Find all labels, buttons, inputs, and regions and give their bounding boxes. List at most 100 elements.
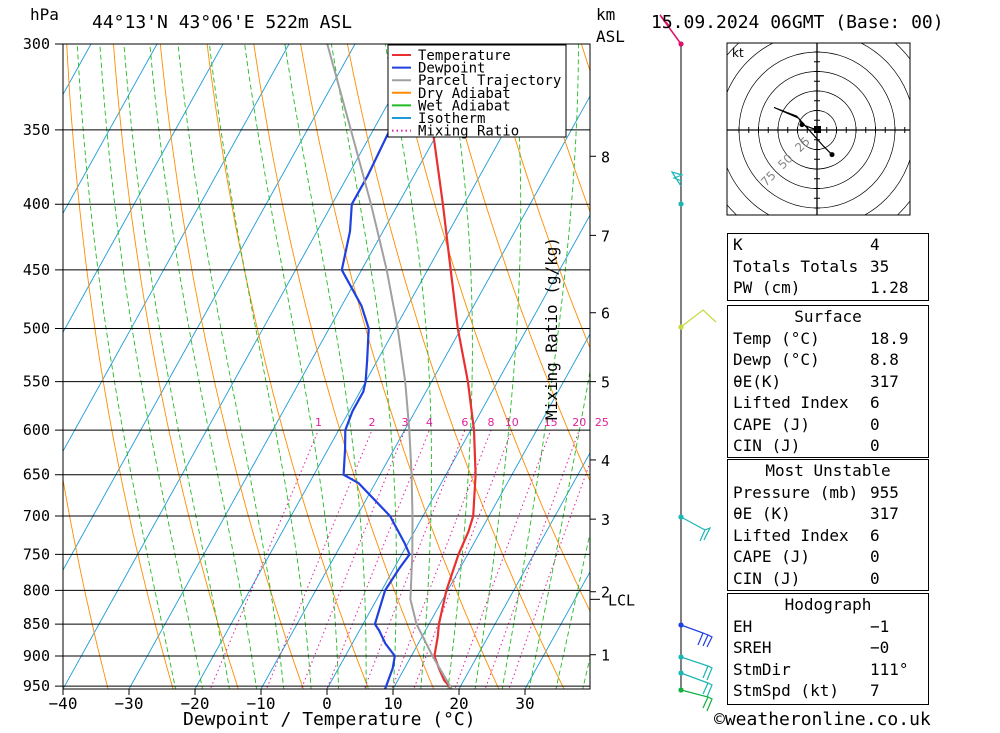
wind-barb-profile	[659, 14, 717, 712]
surface-row: CIN (J) 0	[733, 436, 880, 455]
hodograph-table-title: Hodograph	[784, 595, 872, 614]
legend-box	[387, 44, 567, 138]
mixing-ratio-label: 2	[368, 416, 375, 429]
surface-row: Temp (°C) 18.9	[733, 328, 909, 348]
wind-barb	[680, 516, 712, 542]
pressure-tick-label: 500	[23, 320, 50, 338]
dry-adiabat-line	[63, 477, 109, 689]
wet-adiabat-line	[446, 44, 473, 689]
pressure-tick-label: 550	[23, 373, 50, 391]
pressure-tick-label: 300	[23, 35, 50, 53]
legend-entry-label: Wet Adiabat	[418, 98, 511, 114]
isotherm-line	[458, 452, 590, 689]
wet-adiabat-line	[501, 44, 579, 689]
surface-row: Dewp (°C) 8.8	[733, 350, 899, 369]
hodograph-storm-motion	[814, 126, 821, 133]
mixing-ratio-label: 10	[505, 416, 519, 429]
temperature-tick-label: 20	[449, 694, 468, 713]
legend-entry-label: Isotherm	[418, 111, 485, 127]
dry-adiabat-line	[946, 25, 1000, 692]
temperature-tick-label: −30	[115, 694, 144, 713]
forecast-datetime: 15.09.2024 06GMT (Base: 00)	[651, 12, 944, 33]
isotherm-line	[63, 44, 224, 334]
km-tick-label: 1	[601, 647, 610, 665]
wet-adiabat-line	[528, 369, 590, 689]
isotherm-line	[524, 570, 590, 689]
mixing-ratio-label: 6	[461, 416, 468, 429]
wind-barb	[680, 624, 713, 648]
dewpoint-line	[340, 44, 411, 689]
km-tick-label: 2	[601, 584, 610, 602]
dry-adiabat-line	[66, 44, 174, 689]
most-unstable-row: Lifted Index 6	[733, 525, 880, 545]
wet-adiabat-line	[330, 44, 397, 689]
temperature-tick-label: −40	[49, 694, 78, 713]
hodograph-point	[799, 122, 805, 128]
mixing-ratio-line	[209, 429, 319, 689]
temperature-tick-label: −10	[247, 694, 276, 713]
wind-barb	[659, 14, 682, 45]
mixing-ratio-labels: 1 2 3 4 6 8 10 15 20 25	[315, 416, 609, 429]
most-unstable-row: CAPE (J) 0	[733, 547, 880, 566]
wet-adiabat-line	[99, 44, 203, 689]
hodograph-area	[727, 43, 910, 215]
hodograph-table: Hodograph EH −1 SREH −0 StmDir 111° StmSpd …	[727, 593, 929, 705]
isotherm-line	[63, 44, 422, 689]
mixing-ratio-line	[265, 429, 373, 689]
surface-table: Surface Temp (°C) 18.9 Dewp (°C) 8.8 θE(K)…	[727, 305, 929, 458]
pressure-tick-label: 750	[23, 545, 50, 563]
copyright-icon: ©	[714, 709, 725, 730]
dry-adiabat-line	[113, 44, 239, 689]
pressure-tick-label: 850	[23, 615, 50, 633]
wet-adiabat-line	[123, 44, 230, 689]
temperature-tick-label: 10	[383, 694, 402, 713]
mixing-ratio-line	[484, 429, 580, 689]
most-unstable-row: CIN (J) 0	[733, 568, 880, 588]
wind-barb	[680, 309, 717, 328]
isotherm-line	[63, 44, 158, 215]
asl-label: ASL	[596, 27, 625, 46]
most-unstable-row: θE (K) 317	[733, 504, 899, 523]
hodograph-row: SREH −0	[733, 638, 890, 657]
km-tick-label: 6	[601, 305, 610, 323]
legend-entry-label: Temperature	[418, 48, 511, 64]
pressure-tick-label: 600	[23, 421, 50, 439]
wind-barb	[680, 689, 713, 712]
wind-level-dot	[678, 201, 684, 207]
footer-credit[interactable]: ©weatheronline.co.uk	[714, 709, 931, 730]
most-unstable-title: Most Unstable	[765, 461, 891, 480]
x-axis-title: Dewpoint / Temperature (°C)	[183, 709, 476, 730]
mixing-ratio-label: 15	[544, 416, 558, 429]
lcl-label: LCL	[608, 591, 635, 609]
height-km-axis: 1 2 3 4 5 6 7 8 LCL	[590, 148, 635, 665]
isotherm-line	[326, 214, 590, 689]
wet-adiabat-line	[149, 44, 257, 689]
most-unstable-row: Pressure (mb) 955	[733, 482, 899, 502]
dry-adiabat-line	[300, 44, 500, 689]
mixing-ratio-label: 8	[487, 416, 494, 429]
dry-adiabat-line	[440, 44, 590, 482]
legend-entry-label: Parcel Trajectory	[418, 73, 561, 89]
mixing-ratio-label: 3	[402, 416, 409, 429]
wet-adiabat-line	[244, 44, 340, 689]
surface-row: Lifted Index 6	[733, 393, 880, 412]
km-tick-label: 4	[601, 452, 610, 470]
temperature-tick-label: 0	[322, 694, 332, 713]
mixing-ratio-label: 25	[595, 416, 609, 429]
hpa-axis-title: hPa	[30, 5, 59, 24]
surface-title: Surface	[794, 307, 862, 326]
legend-entry-label: Mixing Ratio	[418, 124, 519, 140]
hodograph-point	[829, 152, 835, 158]
wet-adiabat-line	[384, 44, 432, 689]
isotherm-line	[63, 44, 290, 453]
pressure-tick-label: 400	[23, 195, 50, 213]
mixing-ratio-line	[508, 461, 590, 689]
km-axis-title: km	[596, 5, 616, 24]
isotherm-line	[0, 44, 25, 689]
dry-adiabat-line	[534, 44, 590, 214]
axis-labels: 3003504004505005506006507007508008509009…	[23, 35, 535, 713]
hodograph-row: StmSpd (kt) 7	[733, 681, 880, 700]
pressure-tick-label: 700	[23, 507, 50, 525]
mixing-ratio-line	[413, 429, 513, 689]
